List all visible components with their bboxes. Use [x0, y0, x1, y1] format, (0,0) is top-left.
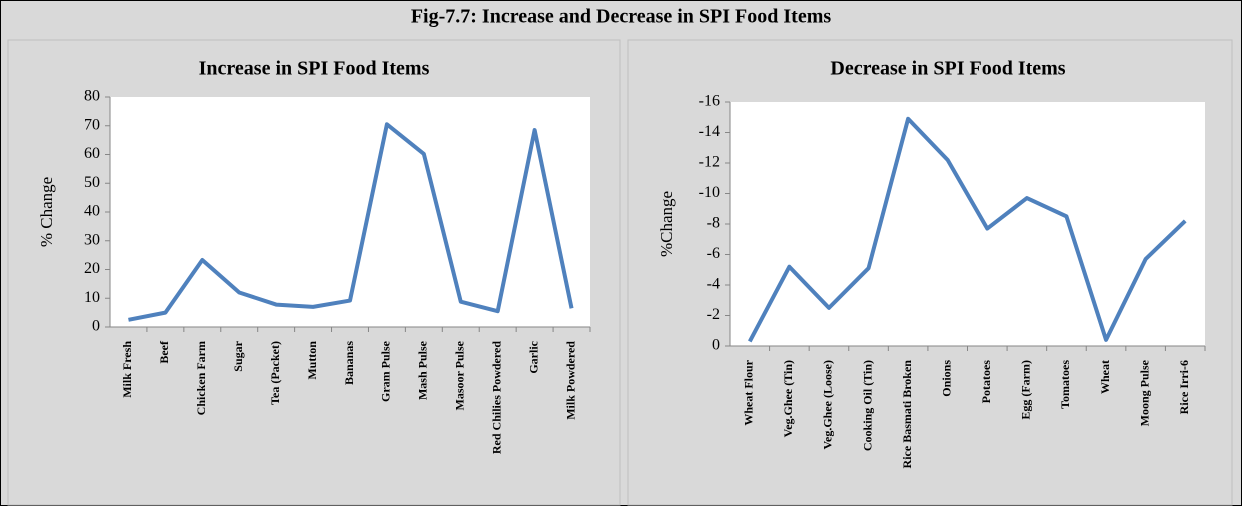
x-tick-label: Garlic: [526, 340, 540, 373]
y-tick-label: 0: [92, 318, 100, 335]
y-tick-label: 10: [84, 289, 100, 306]
x-tick-label: Milk Fresh: [120, 341, 134, 398]
x-tick-label: Sugar: [231, 340, 245, 371]
x-tick-label: Mutton: [305, 341, 319, 380]
x-tick-label: Egg (Farm): [1019, 360, 1033, 420]
figure-title: Fig-7.7: Increase and Decrease in SPI Fo…: [411, 6, 832, 28]
x-tick-label: Red Chilies Powdered: [489, 341, 503, 454]
x-tick-label: Wheat: [1098, 360, 1112, 394]
y-tick-label: -4: [707, 276, 720, 293]
x-tick-label: Gram Pulse: [379, 340, 393, 402]
chart-title: Decrease in SPI Food Items: [830, 58, 1065, 80]
y-tick-label: -2: [707, 306, 720, 323]
data-line: [748, 116, 1187, 343]
chart-title: Increase in SPI Food Items: [199, 58, 430, 80]
x-tick-label: Veg.Ghee (Loose): [821, 360, 835, 450]
x-tick-label: Cooking Oil (Tin): [860, 360, 874, 451]
y-tick-label: -16: [699, 93, 720, 110]
y-tick-label: 20: [84, 260, 100, 277]
x-tick-label: Milk Powdered: [563, 341, 577, 420]
x-tick-label: Potatoes: [979, 360, 993, 404]
x-tick-label: Beef: [157, 340, 171, 364]
y-axis-label: % Change: [37, 177, 56, 247]
y-tick-label: -14: [699, 123, 720, 140]
data-line: [128, 122, 574, 322]
x-tick-label: Onions: [939, 360, 953, 397]
x-tick-label: Rice Basmati Broken: [900, 360, 914, 469]
y-tick-label: -10: [699, 184, 720, 201]
x-tick-label: Wheat Flour: [742, 359, 756, 425]
y-tick-label: -8: [707, 215, 720, 232]
y-tick-label: 0: [712, 337, 720, 354]
y-tick-label: 80: [84, 88, 100, 105]
y-tick-label: 30: [84, 231, 100, 248]
plot-area: [110, 97, 590, 327]
x-tick-label: Veg.Ghee (Tin): [781, 360, 795, 437]
x-tick-label: Rice Irri-6: [1177, 360, 1191, 414]
x-tick-label: Bananas: [342, 341, 356, 385]
y-tick-label: 50: [84, 174, 100, 191]
x-tick-label: Tomatoes: [1058, 360, 1072, 409]
x-tick-label: Mash Pulse: [416, 340, 430, 400]
x-tick-label: Chicken Farm: [194, 341, 208, 415]
y-axis-label: %Change: [657, 191, 676, 257]
y-tick-label: -6: [707, 245, 720, 262]
x-tick-label: Masoor Pulse: [453, 340, 467, 410]
y-tick-label: 60: [84, 145, 100, 162]
x-tick-label: Tea (Packet): [268, 341, 282, 405]
y-tick-label: 40: [84, 203, 100, 220]
x-tick-label: Moong Pulse: [1137, 359, 1151, 426]
plot-area: [730, 102, 1205, 346]
y-tick-label: 70: [84, 116, 100, 133]
y-tick-label: -12: [699, 154, 720, 171]
